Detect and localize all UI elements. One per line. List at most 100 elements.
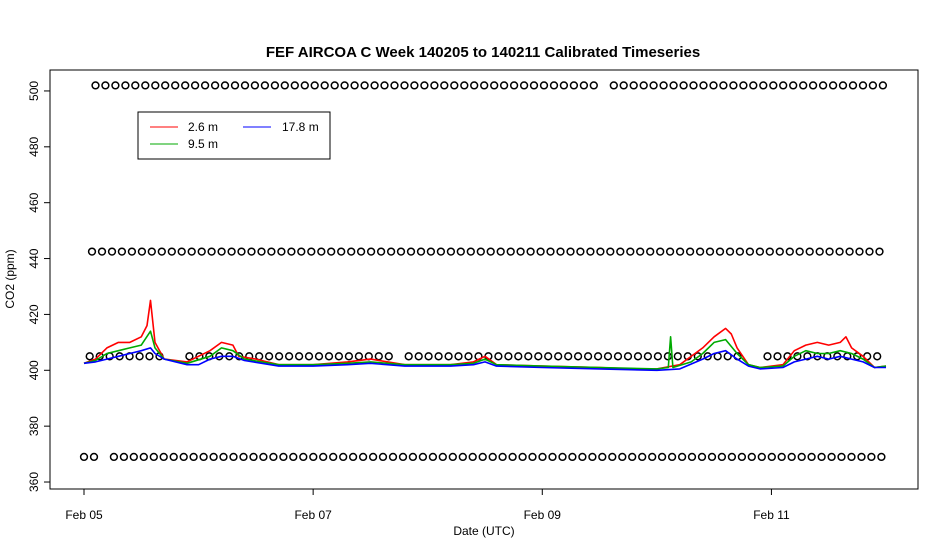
calibration-marker <box>456 247 465 256</box>
calibration-marker <box>629 81 638 90</box>
series-line-17-8-m <box>83 347 886 372</box>
calibration-marker <box>89 452 99 462</box>
calibration-marker <box>795 247 804 256</box>
calibration-marker <box>304 352 314 361</box>
calibration-marker <box>129 452 138 462</box>
calibration-marker <box>161 81 170 90</box>
calibration-marker <box>679 81 688 90</box>
calibration-marker <box>287 247 296 256</box>
calibration-marker <box>576 247 585 256</box>
calibration-marker <box>350 81 359 90</box>
calibration-marker <box>609 81 618 90</box>
calibration-marker <box>446 247 456 256</box>
calibration-marker <box>414 352 423 361</box>
calibration-marker <box>835 247 844 256</box>
calibration-marker <box>608 452 617 462</box>
calibration-marker <box>309 452 318 462</box>
calibration-marker <box>596 247 605 256</box>
calibration-marker <box>669 81 678 90</box>
calibration-marker <box>249 452 258 462</box>
calibration-marker <box>210 81 220 90</box>
calibration-marker <box>705 247 715 256</box>
calibration-marker <box>416 247 426 256</box>
calibration-marker <box>799 81 808 90</box>
calibration-marker <box>789 81 798 90</box>
calibration-marker <box>426 247 436 256</box>
calibration-marker <box>825 247 834 256</box>
calibration-marker <box>169 452 178 462</box>
calibration-marker <box>339 452 348 462</box>
calibration-marker <box>546 247 555 256</box>
calibration-marker <box>848 81 858 90</box>
calibration-marker <box>269 452 278 462</box>
calibration-marker <box>695 247 705 256</box>
calibration-marker <box>613 352 623 361</box>
calibration-marker <box>127 247 137 256</box>
calibration-marker <box>257 247 266 256</box>
calibration-marker <box>85 352 94 361</box>
calibration-marker <box>727 452 737 462</box>
calibration-marker <box>117 247 127 256</box>
calibration-marker <box>589 81 598 90</box>
calibration-marker <box>865 247 874 256</box>
calibration-marker <box>508 452 517 462</box>
calibration-marker <box>499 81 509 90</box>
calibration-marker <box>769 81 778 90</box>
calibration-marker <box>480 81 489 90</box>
calibration-marker <box>247 247 256 256</box>
calibration-marker <box>569 81 579 90</box>
calibration-marker <box>867 452 876 462</box>
calibration-marker <box>424 352 433 361</box>
calibration-marker <box>378 452 388 462</box>
calibration-marker <box>689 81 698 90</box>
calibration-marker <box>398 452 408 462</box>
legend: 2.6 m 9.5 m 17.8 m <box>137 111 331 160</box>
calibration-marker <box>151 81 160 90</box>
calibration-marker <box>157 247 166 256</box>
calibration-marker <box>368 452 378 462</box>
calibration-marker <box>498 452 507 462</box>
calibration-marker <box>739 81 748 90</box>
calibration-marker <box>438 452 447 462</box>
calibration-marker <box>504 352 513 361</box>
calibration-marker <box>240 81 250 90</box>
calibration-marker <box>737 452 747 462</box>
calibration-marker <box>420 81 429 90</box>
calibration-marker <box>777 452 786 462</box>
y-tick-label: 460 <box>27 192 41 212</box>
calibration-marker <box>755 247 765 256</box>
calibration-marker <box>663 352 673 361</box>
calibration-marker <box>779 81 788 90</box>
calibration-marker <box>628 452 637 462</box>
calibration-marker <box>111 81 120 90</box>
calibration-marker <box>239 452 248 462</box>
calibration-marker <box>516 247 525 256</box>
calibration-marker <box>370 81 379 90</box>
calibration-marker <box>139 452 148 462</box>
calibration-marker <box>526 247 535 256</box>
calibration-marker <box>319 452 328 462</box>
calibration-marker <box>299 452 308 462</box>
calibration-marker <box>396 247 406 256</box>
calibration-marker <box>107 247 117 256</box>
calibration-marker <box>509 81 519 90</box>
calibration-marker <box>787 452 796 462</box>
calibration-marker <box>137 247 147 256</box>
calibration-marker <box>384 352 393 361</box>
calibration-marker <box>544 352 553 361</box>
calibration-marker <box>444 352 453 361</box>
calibration-marker <box>636 247 645 256</box>
calibration-marker <box>356 247 366 256</box>
calibration-marker <box>458 452 467 462</box>
y-tick-label: 480 <box>27 136 41 156</box>
calibration-marker <box>171 81 180 90</box>
calibration-marker <box>220 81 230 90</box>
calibration-marker <box>725 247 735 256</box>
legend-label-17-8m: 17.8 m <box>282 120 319 134</box>
calibration-marker <box>775 247 784 256</box>
calibration-marker <box>536 247 545 256</box>
calibration-marker <box>320 81 329 90</box>
calibration-marker <box>633 352 643 361</box>
calibration-marker <box>827 452 836 462</box>
calibration-marker <box>693 352 702 361</box>
